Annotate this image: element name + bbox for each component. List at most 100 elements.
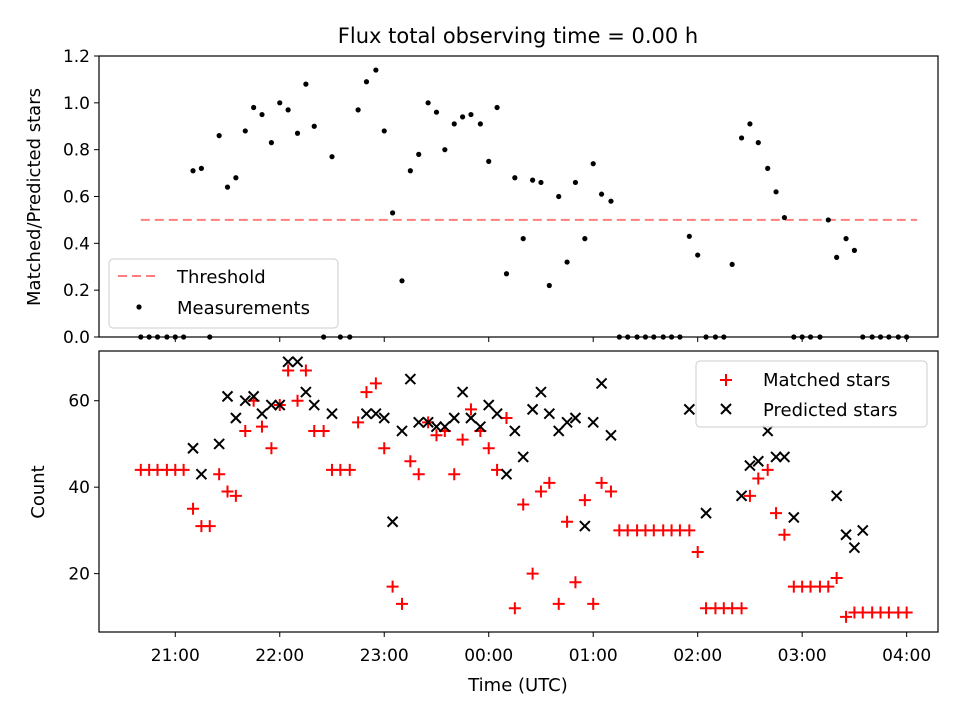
matched-star-point — [378, 442, 391, 455]
matched-star-point — [822, 580, 835, 593]
matched-star-point — [291, 394, 304, 407]
measurement-point — [608, 198, 614, 204]
count-x-axis: 21:00 22:00 23:00 00:00 01:00 02:00 03:00 04:00 — [151, 632, 931, 666]
chart-title: Flux total observing time = 0.00 h — [338, 24, 698, 48]
measurement-point — [494, 104, 500, 111]
matched-star-point — [595, 476, 608, 489]
measurement-point — [355, 107, 361, 113]
measurement-point — [564, 259, 570, 265]
predicted-star-point — [213, 438, 225, 450]
measurement-point — [503, 271, 510, 277]
predicted-star-point — [683, 403, 696, 416]
matched-star-point — [561, 515, 574, 528]
measurement-point — [442, 147, 448, 153]
matched-star-point — [604, 485, 617, 498]
predicted-star-point — [848, 541, 861, 554]
count-legend: Matched stars Predicted stars — [695, 360, 928, 428]
predicted-star-point — [491, 407, 503, 420]
matched-star-point — [587, 597, 600, 610]
measurement-point — [268, 140, 274, 146]
matched-star-point — [412, 468, 425, 481]
predicted-star-point — [788, 511, 800, 524]
x-tick-label: 00:00 — [464, 646, 513, 666]
matched-star-point — [396, 597, 409, 610]
predicted-star-point — [291, 356, 304, 368]
count-plot-area — [134, 356, 913, 623]
measurement-point — [530, 177, 536, 183]
measurement-point — [381, 128, 387, 134]
measurement-point — [242, 128, 248, 134]
matched-star-point — [543, 476, 556, 489]
predicted-star-point — [535, 386, 547, 398]
ratio-y-tick-label: 1.0 — [63, 94, 90, 114]
predicted-legend-swatch — [720, 403, 732, 415]
matched-star-point — [456, 433, 469, 446]
matched-star-point — [840, 610, 853, 623]
matched-star-point — [534, 485, 547, 498]
ratio-x-ticks — [174, 337, 908, 342]
measurement-point — [738, 135, 745, 141]
measurement-point — [451, 121, 457, 127]
matched-star-point — [482, 442, 495, 455]
measurement-point — [407, 168, 413, 174]
measurement-point — [416, 151, 422, 157]
predicted-star-point — [448, 412, 460, 424]
predicted-star-point — [778, 451, 791, 463]
matched-star-point — [343, 463, 356, 476]
matched-star-point — [448, 468, 461, 481]
measurement-point — [303, 81, 309, 87]
matched-star-point — [464, 403, 477, 416]
predicted-star-point — [569, 412, 582, 424]
ratio-axes-frame — [98, 55, 939, 338]
predicted-star-point — [830, 490, 843, 502]
count-axes-frame — [98, 350, 939, 633]
predicted-star-point — [595, 377, 608, 390]
matched-star-point — [282, 364, 295, 377]
matched-star-point — [369, 377, 382, 390]
predicted-star-point — [526, 403, 539, 416]
measurement-point — [425, 100, 431, 106]
measurement-point — [747, 121, 753, 127]
measurement-point — [285, 107, 291, 113]
predicted-star-point — [274, 399, 286, 411]
matched-star-point — [177, 463, 190, 476]
measurement-point — [546, 282, 552, 289]
count-legend-box — [695, 360, 928, 428]
measurement-point — [851, 247, 858, 253]
measurement-point — [598, 191, 605, 197]
count-y-tick-label: 20 — [68, 565, 90, 585]
measurement-point — [311, 123, 317, 129]
matched-star-point — [239, 424, 252, 437]
measurement-point — [729, 261, 735, 268]
x-tick-label: 02:00 — [673, 646, 722, 666]
measurement-point — [433, 109, 440, 115]
predicted-star-point — [430, 420, 443, 433]
predicted-star-point — [700, 507, 712, 519]
measurement-point — [834, 254, 840, 260]
matched-star-point — [735, 602, 748, 615]
x-tick-label: 23:00 — [360, 646, 409, 666]
measurement-point — [686, 233, 692, 239]
measurement-point — [389, 210, 396, 216]
count-y-tick-label: 60 — [68, 392, 90, 412]
matched-star-point — [578, 494, 591, 507]
predicted-star-point — [857, 524, 869, 537]
predicted-star-point — [752, 455, 764, 467]
matched-star-point — [683, 524, 696, 537]
predicted-star-point — [221, 390, 234, 403]
matched-star-point — [517, 498, 530, 511]
matched-star-point — [430, 429, 443, 442]
predicted-star-point — [404, 373, 417, 385]
predicted-star-point — [735, 490, 748, 502]
measurement-point — [825, 217, 831, 223]
measurement-point — [477, 121, 483, 127]
predicted-star-point — [256, 407, 268, 420]
matched-star-point — [552, 597, 565, 610]
matched-star-point — [761, 463, 774, 476]
matched-star-point — [360, 386, 373, 399]
measurement-point — [277, 100, 283, 106]
matched-legend-label: Matched stars — [763, 370, 890, 391]
measurement-point — [773, 189, 779, 195]
predicted-star-point — [396, 425, 408, 437]
measurement-point — [468, 111, 474, 118]
